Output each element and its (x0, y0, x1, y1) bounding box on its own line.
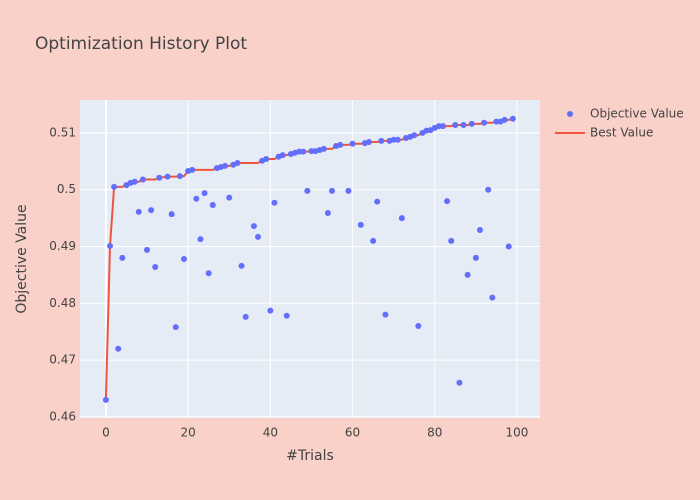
data-point (501, 116, 508, 123)
data-point (300, 148, 307, 155)
y-tick-label: 0.51 (49, 125, 76, 139)
data-point (444, 198, 451, 205)
data-point (254, 233, 261, 240)
data-point (164, 173, 171, 180)
data-point (398, 215, 405, 222)
data-point (320, 145, 327, 152)
data-point (222, 162, 229, 169)
x-axis-title: #Trials (286, 448, 334, 464)
data-point (176, 173, 183, 180)
data-point (181, 256, 188, 262)
data-point (349, 140, 356, 147)
data-point (304, 187, 311, 194)
data-point (197, 236, 204, 243)
data-point (411, 132, 418, 139)
data-point (365, 139, 372, 146)
data-point (144, 246, 151, 253)
y-tick-label: 0.49 (49, 239, 76, 253)
data-point (452, 121, 459, 128)
data-point (209, 202, 216, 209)
data-point (148, 207, 155, 214)
data-point (439, 123, 446, 130)
data-point (189, 166, 196, 173)
data-point (271, 199, 278, 206)
data-point (509, 115, 516, 122)
data-point (308, 148, 315, 155)
data-point (468, 120, 475, 127)
legend-marker[interactable] (567, 111, 573, 117)
data-point (489, 294, 496, 301)
data-point (172, 324, 179, 331)
data-point (357, 221, 364, 228)
data-point (131, 178, 138, 185)
data-point (328, 187, 335, 194)
y-tick-label: 0.5 (57, 182, 76, 196)
data-point (460, 121, 467, 128)
data-point (193, 195, 200, 202)
data-point (481, 119, 488, 126)
data-point (296, 148, 303, 155)
data-point (135, 208, 142, 215)
data-point (374, 198, 381, 205)
data-point (279, 152, 286, 159)
x-tick-label: 60 (345, 426, 360, 440)
data-point (250, 223, 257, 230)
data-point (102, 396, 109, 403)
data-point (107, 242, 114, 249)
data-point (139, 176, 146, 183)
y-axis-title: Objective Value (14, 204, 30, 313)
y-tick-label: 0.46 (49, 409, 76, 423)
x-tick-label: 40 (263, 426, 278, 440)
data-point (505, 243, 512, 250)
data-point (435, 123, 442, 130)
data-point (119, 254, 126, 261)
chart-title: Optimization History Plot (35, 34, 247, 54)
data-point (156, 174, 163, 181)
data-point (263, 156, 270, 163)
legend-label[interactable]: Best Value (590, 126, 653, 140)
data-point (205, 270, 212, 277)
data-point (201, 190, 208, 197)
y-tick-label: 0.47 (49, 353, 76, 367)
data-point (324, 210, 331, 217)
data-point (472, 254, 479, 261)
data-point (168, 211, 175, 218)
data-point (493, 118, 500, 125)
data-point (448, 237, 455, 244)
data-point (238, 262, 245, 269)
data-point (345, 187, 352, 194)
x-tick-label: 20 (180, 426, 195, 440)
data-point (370, 237, 377, 244)
data-point (476, 227, 483, 234)
data-point (152, 263, 159, 270)
data-point (382, 311, 389, 318)
x-tick-label: 100 (506, 426, 529, 440)
data-point (394, 136, 401, 143)
data-point (283, 312, 290, 319)
data-point (337, 141, 344, 148)
data-point (111, 183, 118, 190)
data-point (267, 307, 274, 314)
data-point (234, 160, 241, 167)
data-point (464, 271, 471, 278)
data-point (415, 323, 422, 330)
x-tick-label: 80 (427, 426, 442, 440)
data-point (456, 379, 463, 386)
x-tick-label: 0 (102, 426, 110, 440)
data-point (390, 136, 397, 143)
plot-area (80, 100, 540, 418)
data-point (242, 313, 249, 320)
data-point (226, 194, 233, 201)
data-point (378, 137, 385, 144)
legend-label[interactable]: Objective Value (590, 107, 684, 121)
data-point (485, 186, 492, 193)
data-point (115, 345, 122, 352)
y-tick-label: 0.48 (49, 296, 76, 310)
